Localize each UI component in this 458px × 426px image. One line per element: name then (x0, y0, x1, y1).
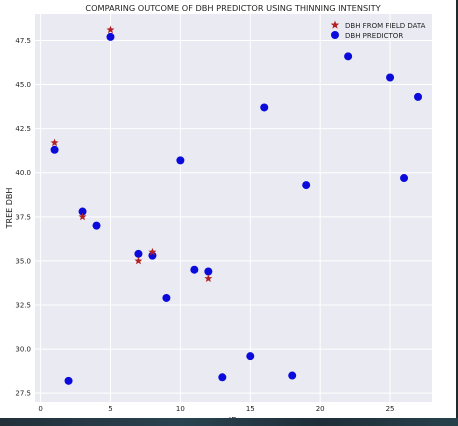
predictor-point (148, 251, 157, 260)
field-data-point (134, 256, 143, 265)
taskbar-strip (0, 418, 458, 426)
y-tick-label: 27.5 (15, 390, 31, 398)
predictor-point (106, 32, 115, 41)
x-tick-label: 0 (38, 405, 42, 413)
field-data-point (106, 25, 115, 34)
legend: DBH FROM FIELD DATA DBH PREDICTOR (330, 20, 426, 40)
x-tick-label: 25 (386, 405, 395, 413)
y-tick-label: 37.5 (15, 213, 31, 221)
y-tick-label: 35.0 (15, 257, 31, 265)
chart-title: COMPARING OUTCOME OF DBH PREDICTOR USING… (85, 3, 381, 13)
predictor-point (78, 207, 87, 216)
predictor-point (302, 181, 311, 190)
y-tick-label: 40.0 (15, 169, 31, 177)
predictor-point (414, 92, 423, 101)
tick-labels: 0 5 10 15 20 25 27.5 30.0 32.5 35.0 37.5 40.0 42.5 45… (15, 37, 394, 413)
field-data-point (78, 212, 87, 221)
field-data-point (50, 138, 59, 147)
x-tick-label: 15 (246, 405, 255, 413)
predictor-point (288, 371, 297, 380)
legend-circle-icon (331, 31, 339, 39)
plot-background (35, 14, 432, 402)
field-data-point (204, 274, 213, 282)
predictor-point (162, 293, 171, 302)
predictor-point (176, 156, 185, 165)
window-edge (456, 0, 458, 426)
predictor-point (64, 376, 73, 385)
predictor-point (190, 265, 199, 274)
x-tick-label: 10 (176, 405, 185, 413)
y-tick-label: 47.5 (15, 37, 31, 45)
y-axis-label: TREE DBH (5, 188, 14, 230)
y-tick-label: 45.0 (15, 81, 31, 89)
predictor-point (204, 267, 213, 276)
y-tick-label: 32.5 (15, 302, 31, 310)
predictor-point (386, 73, 395, 82)
y-tick-label: 30.0 (15, 346, 31, 354)
legend-label-predictor: DBH PREDICTOR (345, 32, 403, 40)
predictor-point (218, 373, 227, 382)
predictor-point (50, 145, 59, 154)
predictor-point (260, 103, 269, 112)
y-tick-label: 42.5 (15, 125, 31, 133)
legend-star-icon (330, 20, 340, 29)
predictor-point (246, 352, 255, 361)
x-tick-label: 5 (108, 405, 112, 413)
predictor-point (400, 174, 409, 183)
x-tick-label: 20 (316, 405, 325, 413)
predictor-point (92, 221, 101, 230)
predictor-point (134, 249, 143, 258)
field-data-point (148, 247, 157, 256)
legend-label-field-data: DBH FROM FIELD DATA (345, 22, 426, 30)
data-marks (50, 25, 423, 385)
predictor-point (344, 52, 353, 61)
